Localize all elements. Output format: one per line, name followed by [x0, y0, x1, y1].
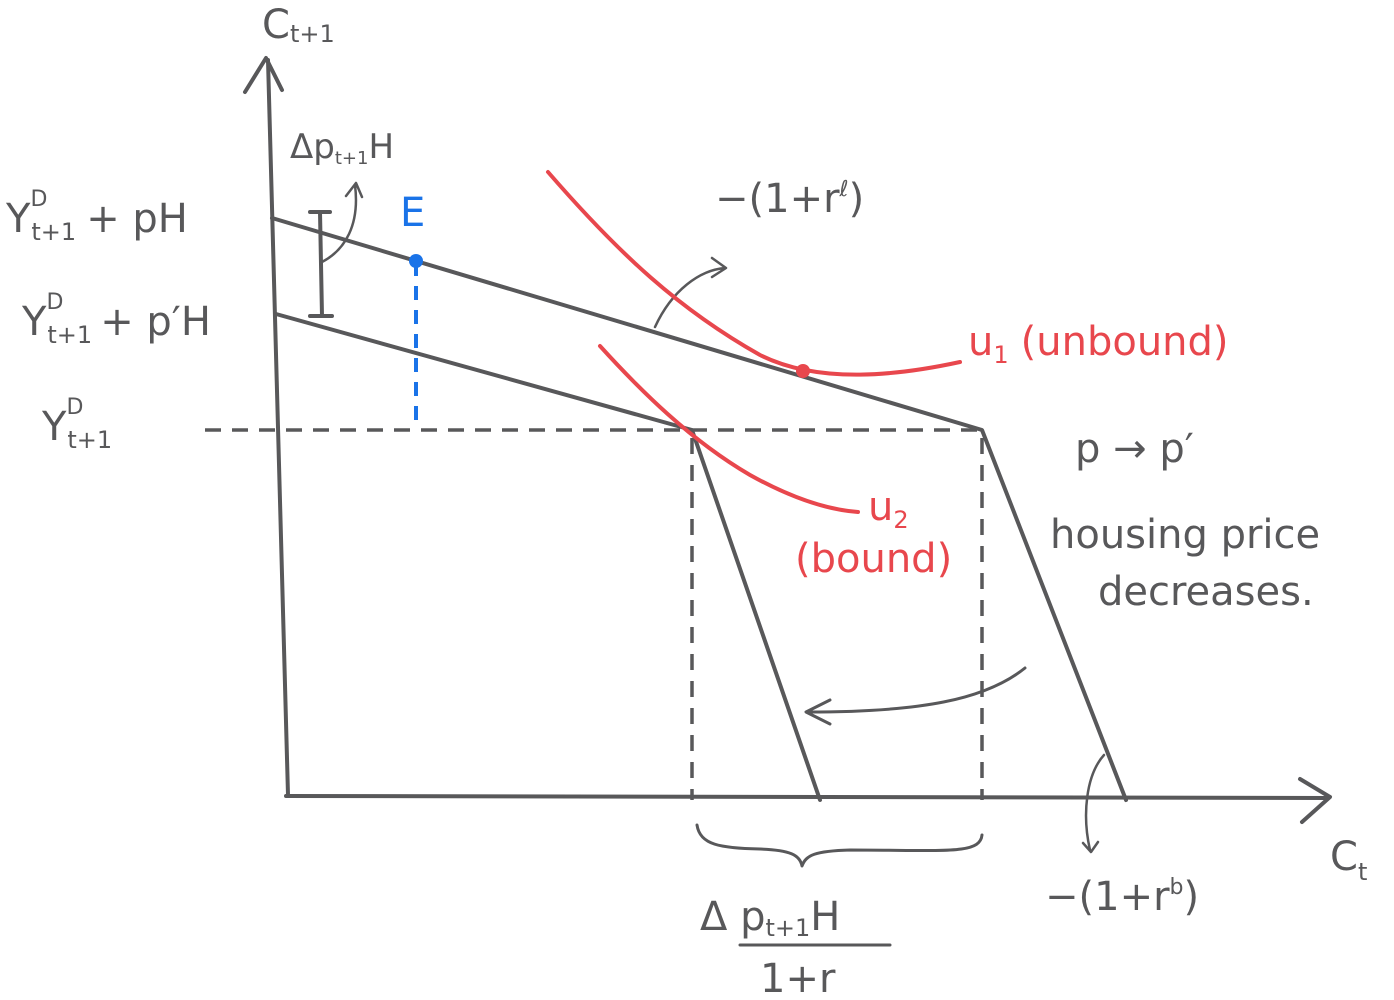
delta-top-label: Δpt+1H — [290, 127, 394, 169]
point-e-marker — [409, 254, 423, 268]
y-axis-arrowhead — [243, 56, 284, 94]
point-e-label: E — [400, 190, 425, 236]
borrow-slope-pointer — [1081, 753, 1106, 854]
bottom-brace — [695, 823, 984, 868]
u2-note: (bound) — [795, 536, 952, 582]
u1-tangency-point — [796, 364, 810, 378]
delta-pointer-arrow — [320, 181, 364, 264]
y-tick-top: YD t+1 + pH — [5, 187, 188, 246]
x-axis-arrowhead — [1298, 777, 1332, 824]
y-tick-low: YD t+1 — [41, 395, 112, 454]
shift-arrow — [804, 666, 1027, 726]
y-tick-mid: YD t+1 + p′H — [21, 290, 211, 349]
indifference-curve-u1 — [546, 170, 962, 377]
price-note-line1: housing price — [1050, 512, 1320, 558]
bottom-fraction-numerator: Δ pt+1H — [700, 894, 840, 942]
indifference-curve-u2 — [598, 344, 860, 514]
borrow-slope-label: −(1+rb) — [1045, 874, 1199, 920]
u2-label: u2 — [868, 484, 909, 534]
price-change-label: p → p′ — [1075, 426, 1194, 472]
y-axis-label: Ct+1 — [262, 2, 335, 48]
x-axis — [284, 794, 1330, 800]
y-axis — [266, 58, 290, 797]
lend-slope-pointer — [653, 256, 728, 329]
price-note-line2: decreases. — [1098, 569, 1314, 615]
bottom-fraction-denominator: 1+r — [760, 956, 836, 1000]
x-axis-label: Ct — [1330, 834, 1367, 886]
u1-label: u1 (unbound) — [968, 319, 1229, 369]
budget-line-initial — [270, 216, 1128, 802]
budget-line-new — [274, 312, 822, 802]
delta-bracket — [308, 210, 334, 318]
lend-slope-label: −(1+rℓ) — [715, 176, 864, 222]
